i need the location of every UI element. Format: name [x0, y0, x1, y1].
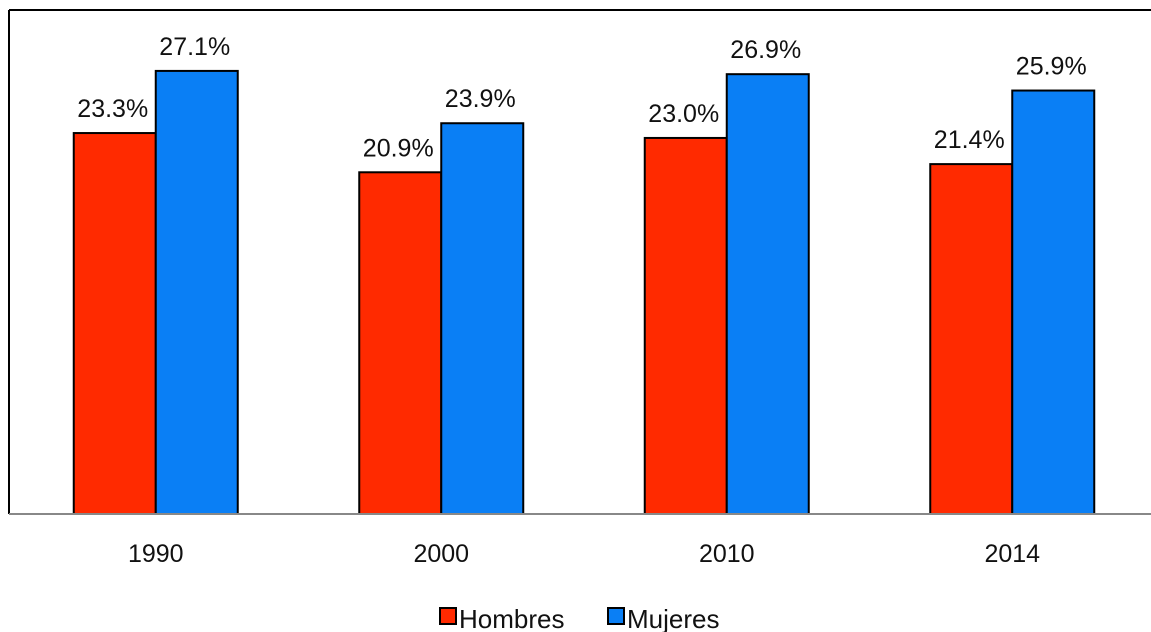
value-labels-group: 23.3% 27.1% 20.9% 23.9% 23.0% 26.9% 21.4% 25.9% [77, 33, 1086, 162]
bar-mujeres-2014 [1011, 89, 1096, 515]
bar-hombres-2014 [929, 163, 1014, 516]
bars-group [72, 69, 1096, 516]
bar-hombres-2010 [643, 136, 728, 515]
legend-swatch-mujeres [607, 607, 625, 625]
data-label-mujeres-2014: 25.9% [1016, 53, 1087, 81]
data-label-mujeres-2010: 26.9% [730, 36, 801, 64]
bar-mujeres-2000 [440, 122, 525, 516]
legend-label-mujeres: Mujeres [627, 604, 719, 632]
legend-label-hombres: Hombres [459, 604, 564, 632]
legend: Hombres Mujeres [439, 604, 719, 632]
x-tick-label-2000: 2000 [413, 540, 469, 568]
bar-hombres-2000 [358, 171, 443, 515]
legend-swatch-hombres [439, 607, 457, 625]
x-tick-label-2014: 2014 [984, 540, 1040, 568]
data-label-hombres-1990: 23.3% [77, 95, 148, 123]
bar-mujeres-2010 [725, 73, 810, 515]
data-label-hombres-2000: 20.9% [363, 134, 434, 162]
x-tick-label-2010: 2010 [699, 540, 755, 568]
data-label-mujeres-2000: 23.9% [445, 85, 516, 113]
data-label-hombres-2010: 23.0% [648, 100, 719, 128]
bar-hombres-1990 [72, 132, 157, 515]
data-label-hombres-2014: 21.4% [934, 126, 1005, 154]
bar-mujeres-1990 [154, 69, 239, 515]
x-tick-labels-group: 1990 2000 2010 2014 [128, 540, 1040, 568]
x-tick-label-1990: 1990 [128, 540, 184, 568]
data-label-mujeres-1990: 27.1% [159, 33, 230, 61]
